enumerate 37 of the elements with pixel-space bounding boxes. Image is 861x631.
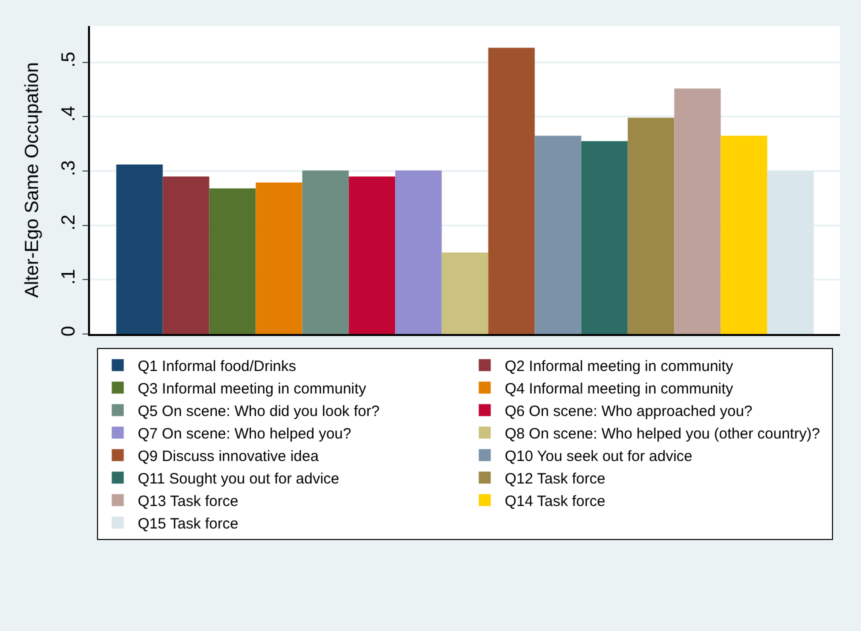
y-tick-label: .1 xyxy=(58,268,80,285)
bar xyxy=(767,171,814,334)
bar xyxy=(581,141,628,334)
legend-label: Q5 On scene: Who did you look for? xyxy=(138,402,380,420)
legend-label: Q2 Informal meeting in community xyxy=(504,358,734,375)
y-tick-label: .3 xyxy=(58,160,80,176)
legend-label: Q6 On scene: Who approached you? xyxy=(504,402,752,420)
bar xyxy=(534,136,582,334)
legend-label: Q3 Informal meeting in community xyxy=(138,380,367,398)
y-tick-label: .4 xyxy=(58,106,80,122)
bar xyxy=(395,170,442,334)
y-tick-label: 0 xyxy=(58,326,80,336)
bar xyxy=(162,176,210,334)
legend-label: Q8 On scene: Who helped you (other country)? xyxy=(504,425,820,442)
bar xyxy=(674,88,721,334)
y-tick-label: .2 xyxy=(58,214,80,230)
legend-label: Q7 On scene: Who helped you? xyxy=(138,425,352,442)
legend-label: Q13 Task force xyxy=(138,492,238,510)
bar xyxy=(348,176,396,334)
legend-label: Q15 Task force xyxy=(138,515,238,532)
bar xyxy=(116,164,163,334)
legend-label: Q11 Sought you out for advice xyxy=(138,470,340,488)
legend-label: Q9 Discuss innovative idea xyxy=(138,448,320,465)
bar xyxy=(209,188,256,334)
bar xyxy=(302,170,349,334)
legend-label: Q12 Task force xyxy=(504,470,606,488)
legend-label: Q14 Task force xyxy=(504,492,606,510)
legend-label: Q4 Informal meeting in community xyxy=(504,380,734,398)
bar xyxy=(628,118,674,334)
legend-label: Q1 Informal food/Drinks xyxy=(138,358,296,375)
y-tick-label: .5 xyxy=(58,52,80,68)
bar xyxy=(256,182,302,334)
y-axis-title: Alter-Ego Same Occupation xyxy=(22,62,43,298)
legend-label: Q10 You seek out for advice xyxy=(504,448,692,465)
bar xyxy=(442,252,488,334)
bar xyxy=(488,48,535,334)
bar xyxy=(720,136,768,334)
